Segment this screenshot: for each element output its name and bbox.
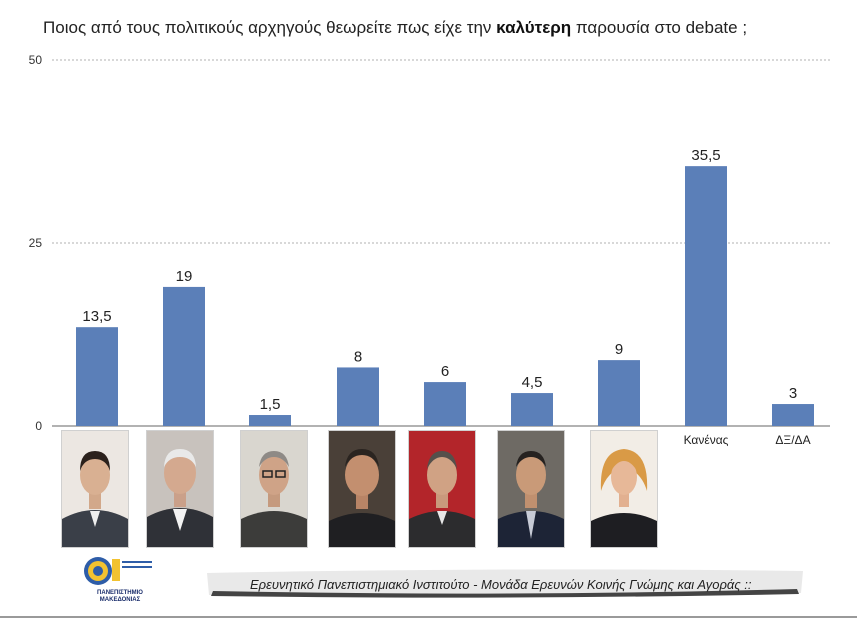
leader-photo-1 [61, 430, 129, 548]
y-tick-label-0: 0 [35, 419, 42, 430]
bar-8 [685, 166, 727, 426]
bar-1 [76, 327, 118, 426]
bar-value-label-4: 8 [354, 348, 362, 365]
footer-band [207, 569, 803, 598]
bar-value-label-2: 19 [176, 268, 193, 285]
bar-value-label-7: 9 [615, 341, 623, 358]
logo-line-2: ΜΑΚΕΔΟΝΙΑΣ [99, 597, 141, 603]
bottom-rule [0, 616, 857, 618]
bar-value-label-1: 13,5 [82, 308, 111, 325]
y-tick-label-50: 50 [29, 53, 43, 67]
leader-photo-2 [146, 430, 214, 548]
bar-2 [163, 286, 205, 426]
category-label-dk-na: ΔΞ/ΔΑ [775, 433, 811, 447]
bar-value-label-9: 3 [789, 385, 797, 402]
chart-title: Ποιος από τους πολιτικούς αρχηγούς θεωρε… [43, 18, 748, 37]
category-label-none: Κανένας [683, 433, 729, 447]
bar-chart: 0 25 50 13,5 19 1,5 8 6 4,5 9 35,5 3 [29, 53, 830, 430]
bar-6 [511, 393, 553, 426]
leader-photo-3 [240, 430, 308, 548]
footer-text: Ερευνητικό Πανεπιστημιακό Ινστιτούτο - Μ… [250, 577, 752, 592]
leader-photo-5 [408, 430, 476, 548]
bar-9 [772, 404, 814, 426]
bar-7 [598, 360, 640, 426]
bar-3 [249, 415, 291, 426]
leader-photo-7 [590, 430, 658, 548]
university-logo [84, 557, 152, 585]
leader-photo-6 [497, 430, 565, 548]
bar-value-label-8: 35,5 [691, 147, 720, 164]
bar-value-label-3: 1,5 [260, 396, 281, 413]
bar-value-label-5: 6 [441, 363, 449, 380]
y-tick-label-25: 25 [29, 236, 43, 250]
bar-value-label-6: 4,5 [522, 374, 543, 391]
logo-line-1: ΠΑΝΕΠΙΣΤΗΜΙΟ [97, 590, 143, 596]
bar-5 [424, 382, 466, 426]
bar-4 [337, 367, 379, 426]
logo-caption: ΠΑΝΕΠΙΣΤΗΜΙΟ ΜΑΚΕΔΟΝΙΑΣ [78, 590, 162, 604]
leader-photo-4 [328, 430, 396, 548]
